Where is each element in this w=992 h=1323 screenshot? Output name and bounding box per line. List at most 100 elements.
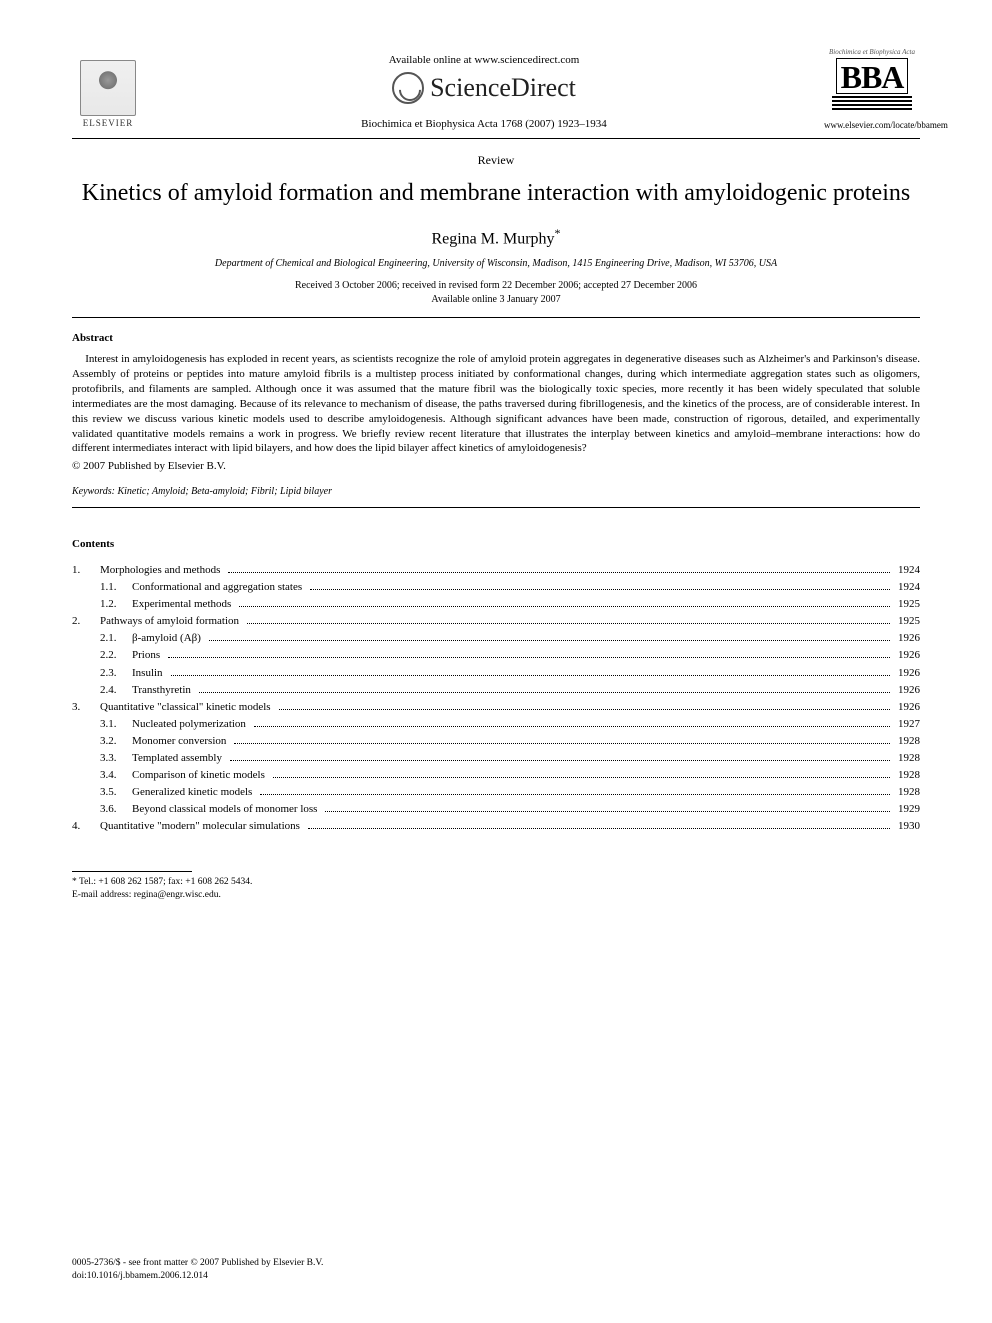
- abstract-heading: Abstract: [72, 332, 920, 344]
- toc-leader-dots: [234, 743, 890, 744]
- toc-row: 3.3.Templated assembly 1928: [72, 750, 920, 767]
- toc-page-number: 1928: [894, 767, 920, 784]
- bba-bars-icon: [832, 96, 912, 112]
- toc-page-number: 1929: [894, 801, 920, 818]
- toc-page-number: 1925: [894, 596, 920, 613]
- article-title: Kinetics of amyloid formation and membra…: [72, 178, 920, 208]
- toc-leader-dots: [254, 726, 890, 727]
- toc-page-number: 1928: [894, 733, 920, 750]
- toc-label: Templated assembly: [132, 750, 226, 767]
- article-dates: Received 3 October 2006; received in rev…: [72, 279, 920, 307]
- issn-line: 0005-2736/$ - see front matter © 2007 Pu…: [72, 1257, 920, 1270]
- footnote-rule: [72, 871, 192, 872]
- toc-label: Generalized kinetic models: [132, 784, 256, 801]
- toc-label: Comparison of kinetic models: [132, 767, 269, 784]
- toc-leader-dots: [228, 572, 890, 573]
- toc-leader-dots: [260, 794, 890, 795]
- bba-journal-logo: Biochimica et Biophysica Acta BBA www.el…: [824, 48, 920, 130]
- toc-page-number: 1928: [894, 750, 920, 767]
- rule-above-abstract: [72, 317, 920, 318]
- toc-label: β-amyloid (Aβ): [132, 630, 205, 647]
- toc-leader-dots: [171, 675, 890, 676]
- corresp-tel-fax: * Tel.: +1 608 262 1587; fax: +1 608 262…: [72, 876, 920, 889]
- toc-page-number: 1928: [894, 784, 920, 801]
- dates-online: Available online 3 January 2007: [72, 293, 920, 307]
- keywords-label: Keywords:: [72, 486, 115, 497]
- toc-subsection-number: 1.1.: [72, 579, 132, 596]
- page-header: ELSEVIER Available online at www.science…: [72, 48, 920, 130]
- toc-page-number: 1927: [894, 716, 920, 733]
- toc-leader-dots: [310, 589, 890, 590]
- toc-page-number: 1926: [894, 699, 920, 716]
- sciencedirect-logo: ScienceDirect: [392, 72, 576, 104]
- toc-label: Insulin: [132, 665, 167, 682]
- toc-label: Nucleated polymerization: [132, 716, 250, 733]
- toc-leader-dots: [308, 828, 890, 829]
- bba-fullname: Biochimica et Biophysica Acta: [824, 48, 920, 56]
- sciencedirect-wordmark: ScienceDirect: [430, 73, 576, 103]
- toc-row: 2.2.Prions1926: [72, 647, 920, 664]
- toc-row: 3.6.Beyond classical models of monomer l…: [72, 801, 920, 818]
- toc-label: Quantitative "modern" molecular simulati…: [100, 818, 304, 835]
- dates-received: Received 3 October 2006; received in rev…: [72, 279, 920, 293]
- toc-leader-dots: [199, 692, 890, 693]
- toc-section-number: 1.: [72, 562, 100, 579]
- elsevier-tree-icon: [80, 60, 136, 116]
- toc-subsection-number: 3.5.: [72, 784, 132, 801]
- toc-leader-dots: [273, 777, 890, 778]
- toc-leader-dots: [279, 709, 890, 710]
- toc-subsection-number: 3.2.: [72, 733, 132, 750]
- toc-subsection-number: 1.2.: [72, 596, 132, 613]
- toc-subsection-number: 3.3.: [72, 750, 132, 767]
- table-of-contents: 1.Morphologies and methods19241.1.Confor…: [72, 562, 920, 835]
- toc-subsection-number: 2.3.: [72, 665, 132, 682]
- toc-row: 1.2.Experimental methods 1925: [72, 596, 920, 613]
- toc-subsection-number: 3.4.: [72, 767, 132, 784]
- toc-page-number: 1930: [894, 818, 920, 835]
- toc-page-number: 1924: [894, 579, 920, 596]
- toc-row: 3.1.Nucleated polymerization1927: [72, 716, 920, 733]
- toc-leader-dots: [325, 811, 890, 812]
- toc-row: 2.1.β-amyloid (Aβ)1926: [72, 630, 920, 647]
- author-name: Regina M. Murphy: [431, 230, 554, 247]
- elsevier-logo: ELSEVIER: [72, 48, 144, 128]
- abstract-copyright: © 2007 Published by Elsevier B.V.: [72, 460, 920, 472]
- toc-leader-dots: [230, 760, 890, 761]
- toc-subsection-number: 2.2.: [72, 647, 132, 664]
- toc-label: Beyond classical models of monomer loss: [132, 801, 321, 818]
- toc-row: 3.2.Monomer conversion1928: [72, 733, 920, 750]
- page-footer: 0005-2736/$ - see front matter © 2007 Pu…: [72, 1257, 920, 1283]
- toc-label: Quantitative "classical" kinetic models: [100, 699, 275, 716]
- keywords-list: Kinetic; Amyloid; Beta-amyloid; Fibril; …: [117, 486, 332, 497]
- toc-page-number: 1924: [894, 562, 920, 579]
- keywords-line: Keywords: Kinetic; Amyloid; Beta-amyloid…: [72, 486, 920, 497]
- toc-section-number: 3.: [72, 699, 100, 716]
- toc-label: Pathways of amyloid formation: [100, 613, 243, 630]
- corresp-mark: *: [555, 226, 561, 240]
- toc-label: Transthyretin: [132, 682, 195, 699]
- header-rule: [72, 138, 920, 139]
- email-label: E-mail address:: [72, 890, 131, 900]
- toc-page-number: 1926: [894, 665, 920, 682]
- toc-row: 2.4.Transthyretin1926: [72, 682, 920, 699]
- toc-row: 4.Quantitative "modern" molecular simula…: [72, 818, 920, 835]
- toc-row: 2.3.Insulin 1926: [72, 665, 920, 682]
- email-address[interactable]: regina@engr.wisc.edu.: [134, 890, 221, 900]
- article-type: Review: [72, 153, 920, 168]
- contents-heading: Contents: [72, 538, 920, 550]
- toc-leader-dots: [239, 606, 890, 607]
- journal-url: www.elsevier.com/locate/bbamem: [824, 120, 920, 130]
- affiliation: Department of Chemical and Biological En…: [72, 258, 920, 269]
- abstract-text: Interest in amyloidogenesis has exploded…: [72, 352, 920, 456]
- available-online-text: Available online at www.sciencedirect.co…: [160, 54, 808, 66]
- bba-wordmark: BBA: [836, 58, 909, 94]
- toc-row: 1.Morphologies and methods1924: [72, 562, 920, 579]
- rule-below-keywords: [72, 507, 920, 508]
- author-line: Regina M. Murphy*: [72, 226, 920, 248]
- toc-section-number: 2.: [72, 613, 100, 630]
- journal-reference: Biochimica et Biophysica Acta 1768 (2007…: [160, 118, 808, 130]
- center-header: Available online at www.sciencedirect.co…: [144, 48, 824, 130]
- toc-leader-dots: [168, 657, 890, 658]
- toc-label: Experimental methods: [132, 596, 235, 613]
- sciencedirect-swirl-icon: [392, 72, 424, 104]
